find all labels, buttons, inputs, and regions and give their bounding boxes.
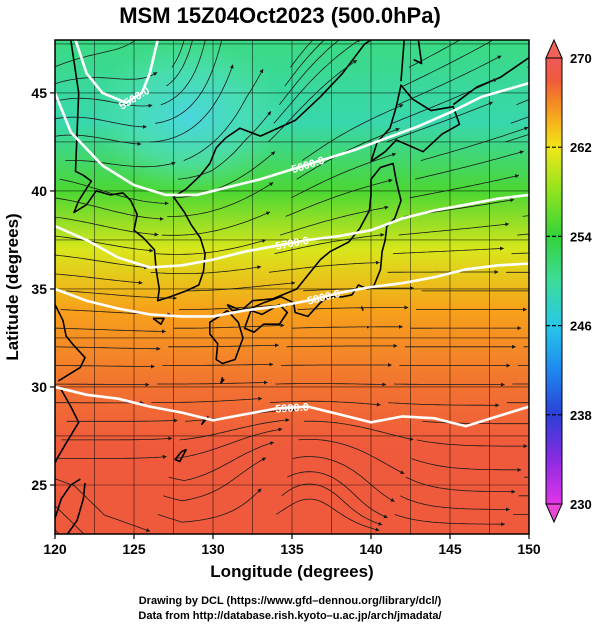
y-axis-label: Latitude (degrees) xyxy=(3,213,22,360)
credit: Drawing by DCL (https://www.gfd–dennou.o… xyxy=(0,594,580,624)
colorbar-tick-label: 254 xyxy=(570,229,592,244)
contour-line xyxy=(55,81,529,197)
contour-label: 5900.0 xyxy=(275,402,309,416)
colorbar-tick-label: 238 xyxy=(570,408,592,423)
credit-line-1: Drawing by DCL (https://www.gfd–dennou.o… xyxy=(138,595,442,607)
colorbar-tick-label: 262 xyxy=(570,140,592,155)
x-tick-label: 130 xyxy=(201,541,225,557)
contour-line xyxy=(55,385,529,428)
cold-core xyxy=(94,40,285,197)
x-tick-label: 150 xyxy=(517,541,541,557)
y-tick-label: 30 xyxy=(31,379,47,395)
contour-line xyxy=(55,262,529,318)
y-tick-label: 25 xyxy=(31,477,47,493)
x-tick-label: 135 xyxy=(280,541,304,557)
contour-line xyxy=(55,193,529,269)
y-tick-label: 45 xyxy=(31,85,47,101)
colorbar-min-arrow xyxy=(545,503,563,524)
colorbar-max-arrow xyxy=(545,38,563,59)
x-tick-label: 125 xyxy=(122,541,146,557)
x-tick-label: 145 xyxy=(438,541,462,557)
credit-line-2: Data from http://database.rish.kyoto–u.a… xyxy=(138,610,442,622)
colorbar-tick-label: 230 xyxy=(570,497,592,512)
y-tick-label: 35 xyxy=(31,281,47,297)
y-axis-ticks: 25 30 35 40 45 xyxy=(31,85,55,493)
x-tick-label: 120 xyxy=(43,541,67,557)
x-axis-label: Longitude (degrees) xyxy=(210,562,373,581)
contour-line xyxy=(74,40,159,105)
colorbar: 230 238 246 254 262 270 xyxy=(545,38,592,524)
colorbar-tick-label: 246 xyxy=(570,319,592,334)
x-axis-ticks: 120 125 130 135 140 145 150 xyxy=(43,534,541,557)
y-tick-label: 40 xyxy=(31,183,47,199)
map-title: MSM 15Z04Oct2023 (500.0hPa) xyxy=(119,3,441,28)
streamlines xyxy=(55,40,529,534)
colorbar-tick-label: 270 xyxy=(570,51,592,66)
x-tick-label: 140 xyxy=(359,541,383,557)
